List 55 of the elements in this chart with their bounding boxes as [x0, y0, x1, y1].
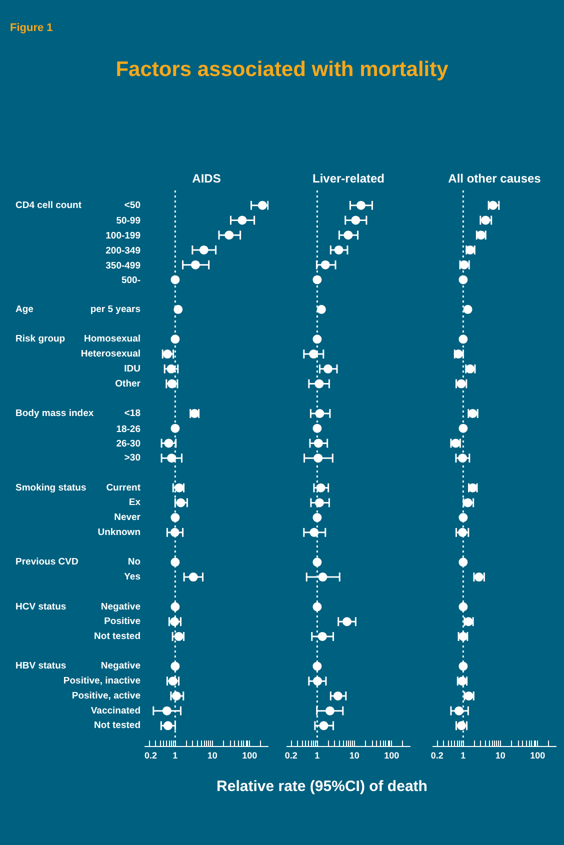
y-tick-label: Unknown: [98, 526, 141, 538]
x-tick-label: 10: [349, 750, 360, 760]
y-tick-label: Never: [114, 512, 141, 524]
x-tick-label: 10: [207, 750, 218, 760]
y2-tick-label: CD4 cell count: [16, 200, 82, 211]
y-tick-label: 200-349: [106, 245, 141, 256]
y-tick-label: Positive: [104, 616, 141, 628]
y2-tick-label: Age: [16, 304, 34, 315]
y-tick-label: 26-30: [116, 438, 141, 450]
y-tick-label: Homosexual: [84, 334, 141, 345]
y-tick-label: >30: [124, 452, 141, 464]
caption: Figure 1: [10, 22, 53, 34]
x-tick-label: 0.2: [430, 750, 444, 760]
y-tick-label: Current: [106, 482, 142, 494]
y-tick-label: Not tested: [94, 720, 141, 732]
y-tick-label: 100-199: [106, 230, 141, 242]
y-tick-label: 50-99: [116, 216, 141, 227]
x-tick-label: 1: [172, 750, 178, 760]
x-axis-title: Relative rate (95%CI) of death: [216, 778, 428, 795]
chart-title: AIDS: [192, 172, 221, 186]
x-tick-label: 100: [242, 750, 258, 760]
x-tick-label: 1: [460, 750, 466, 760]
y2-tick-label: HCV status: [16, 601, 66, 612]
y-tick-label: 18-26: [116, 424, 141, 435]
x-tick-label: 0.2: [284, 750, 298, 760]
y-tick-label: Yes: [124, 572, 141, 583]
y-tick-label: per 5 years: [90, 304, 141, 315]
y-tick-label: Negative: [100, 660, 141, 672]
y2-tick-label: Smoking status: [16, 482, 86, 494]
x-tick-label: 100: [384, 750, 400, 760]
y-tick-label: IDU: [124, 363, 141, 374]
y-tick-label: 350-499: [106, 260, 141, 272]
chart-title: Liver-related: [312, 172, 385, 186]
y2-tick-label: HBV status: [16, 660, 66, 672]
y-tick-label: No: [128, 556, 141, 568]
y-tick-label: Positive, inactive: [63, 676, 141, 687]
y-tick-label: Other: [115, 378, 141, 390]
x-tick-label: 100: [530, 750, 546, 760]
x-tick-label: 0.2: [144, 750, 158, 760]
text: Factors associated with mortality: [114, 58, 450, 82]
y-tick-label: <18: [124, 408, 141, 419]
chart-title: All other causes: [448, 172, 542, 186]
x-tick-label: 1: [314, 750, 320, 760]
y-tick-label: 500-: [121, 275, 140, 286]
y-tick-label: Heterosexual: [80, 348, 141, 360]
y-tick-label: Not tested: [94, 630, 141, 642]
y-tick-label: Ex: [128, 497, 142, 508]
y-tick-label: Positive, active: [72, 690, 141, 702]
y-tick-label: Negative: [100, 601, 141, 612]
y2-tick-label: Risk group: [16, 334, 66, 345]
x-tick-label: 10: [495, 750, 506, 760]
y-tick-label: <50: [124, 200, 141, 211]
y2-tick-label: Previous CVD: [16, 556, 78, 568]
y2-tick-label: Body mass index: [16, 408, 94, 419]
y-tick-label: Vaccinated: [90, 705, 141, 716]
